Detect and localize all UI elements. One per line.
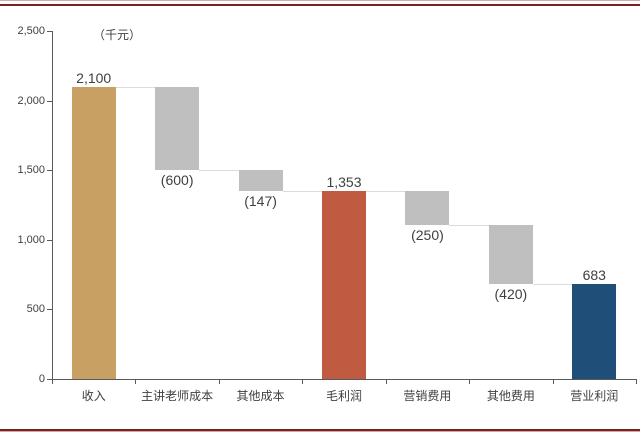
bar-other-expense [488,225,533,284]
value-label-marketing-expense: (250) [411,227,444,244]
bar-revenue [71,86,116,379]
y-axis-tick [47,31,52,32]
category-label-other-expense: 其他费用 [486,389,535,403]
y-axis-tick [47,309,52,311]
x-axis-tick [552,380,554,384]
x-axis-tick [218,380,220,384]
x-axis-tick [302,380,304,384]
bar-gross-profit [322,190,366,379]
bar-other-cost [238,170,283,191]
value-label-gross-profit: 1,353 [326,173,362,190]
y-axis-tick [47,170,52,172]
bottom-border-thick-line [0,429,640,431]
connector-line [115,86,156,88]
y-axis-tick-label: 2,000 [17,94,45,107]
category-label-teacher-cost: 主讲老师成本 [141,389,214,403]
x-axis-tick [469,380,471,384]
y-axis-tick [47,100,52,102]
category-label-operating-profit: 营业利润 [570,389,619,403]
bottom-border-thin-line [0,431,640,432]
x-axis-tick [135,380,137,384]
value-label-other-expense: (420) [494,285,528,302]
y-axis-line [52,31,53,380]
y-axis-tick-label: 2,500 [17,25,45,37]
top-border-thin-line [0,0,640,1]
value-label-operating-profit: 683 [582,266,606,283]
value-label-revenue: 2,100 [76,69,112,86]
category-label-other-cost: 其他成本 [236,389,285,403]
connector-line [449,225,489,227]
y-axis-tick [47,239,52,241]
y-axis-tick-label: 1,000 [17,233,45,246]
value-label-teacher-cost: (600) [160,172,194,189]
bar-marketing-expense [405,190,450,226]
x-axis-tick [636,380,637,384]
connector-line [199,170,239,172]
connector-line [532,283,573,285]
category-label-gross-profit: 毛利润 [325,389,362,403]
y-axis-tick-label: 500 [26,303,45,316]
y-axis-tick-label: 1,500 [17,164,45,177]
top-border-thick-line [0,4,640,6]
value-label-other-cost: (147) [244,192,277,209]
unit-label: （千元） [93,28,142,42]
category-label-marketing-expense: 营销费用 [403,389,452,403]
x-axis-line [52,379,637,380]
y-axis-tick-label: 0 [38,373,45,385]
y-axis-tick [47,379,52,380]
x-axis-tick [52,380,53,384]
bar-teacher-cost [155,86,200,171]
connector-line [282,190,322,192]
x-axis-tick [385,380,387,384]
category-label-revenue: 收入 [81,389,106,403]
connector-line [366,190,406,192]
bar-operating-profit [572,283,617,379]
